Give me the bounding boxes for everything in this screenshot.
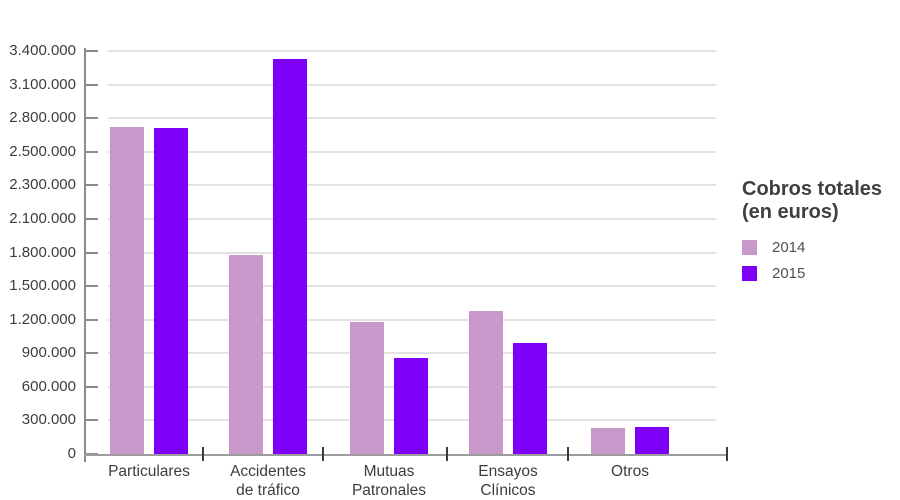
legend-item-2015: 2015 (742, 265, 882, 282)
y-axis-tick (84, 352, 98, 355)
x-axis-label-line: Accidentes (230, 463, 306, 480)
y-axis-tick (84, 50, 98, 52)
y-axis-label: 1.200.000 (9, 310, 76, 328)
legend-label-2014: 2014 (772, 239, 806, 256)
bar-mutuas-patronales-2014 (350, 321, 384, 454)
legend-swatch-2015 (742, 266, 757, 281)
legend-label-2015: 2015 (772, 265, 806, 282)
y-axis-tick (84, 217, 98, 220)
grid-line (108, 50, 716, 52)
x-axis-label-particulares: Particulares (74, 462, 224, 481)
bar-accidentes-de-trafico-2014 (229, 254, 263, 454)
legend-title: Cobros totales (en euros) (742, 178, 882, 224)
grid-line (108, 251, 716, 254)
y-axis-label: 2.500.000 (9, 142, 76, 160)
legend: Cobros totales (en euros) 2014 2015 (742, 178, 882, 291)
bar-otros-2015 (635, 427, 669, 454)
x-axis-tick (202, 447, 204, 461)
y-axis-label: 1.800.000 (9, 243, 76, 261)
y-axis-tick (84, 419, 98, 422)
x-axis-label-ensayos-clinicos: Ensayos Clínicos (433, 462, 583, 500)
x-axis-label-line: Mutuas (363, 463, 415, 480)
y-axis-tick (84, 83, 98, 86)
y-axis-label: 300.000 (21, 411, 76, 429)
y-axis-label: 3.400.000 (9, 42, 76, 59)
bar-mutuas-patronales-2015 (394, 357, 428, 454)
x-axis-tick (446, 447, 448, 461)
y-axis-label: 900.000 (21, 344, 76, 362)
legend-items: 2014 2015 (742, 239, 882, 282)
x-axis-tick (567, 447, 569, 461)
grid-line (108, 318, 716, 321)
x-axis-label-otros: Otros (555, 462, 705, 481)
grid-line (108, 285, 716, 288)
x-axis-label-line: Patronales (351, 482, 427, 499)
y-axis-tick (84, 251, 98, 254)
x-axis-line (84, 454, 728, 456)
y-axis-tick (84, 285, 98, 288)
bar-ensayos-clinicos-2015 (513, 343, 547, 454)
bar-accidentes-de-trafico-2015 (273, 58, 307, 454)
grid-line (108, 184, 716, 187)
x-axis-tick (726, 447, 728, 461)
x-axis-label-accidentes-de-trafico: Accidentes de tráfico (193, 462, 343, 500)
bar-particulares-2015 (154, 128, 188, 454)
bar-otros-2014 (591, 428, 625, 454)
y-axis-label: 2.300.000 (9, 176, 76, 194)
y-axis-label: 0 (67, 445, 76, 462)
y-axis-tick (84, 385, 98, 388)
grid-line (108, 217, 716, 220)
y-axis-tick (84, 150, 98, 153)
x-axis-label-line: Clínicos (480, 482, 536, 499)
y-axis-label: 600.000 (21, 377, 76, 395)
x-axis-tick (322, 447, 324, 461)
y-axis-tick (84, 184, 98, 187)
legend-item-2014: 2014 (742, 239, 882, 256)
grid-line (108, 117, 716, 120)
legend-title-line1: Cobros totales (742, 178, 883, 200)
y-axis-tick (84, 318, 98, 321)
x-axis-label-line: Otros (611, 463, 649, 480)
y-axis-label: 3.100.000 (9, 75, 76, 93)
grid-line (108, 83, 716, 86)
grid-line (108, 352, 716, 355)
legend-swatch-2014 (742, 240, 757, 255)
x-axis-label-line: Ensayos (478, 463, 538, 480)
y-axis-label: 1.500.000 (9, 277, 76, 295)
y-axis-label: 2.100.000 (9, 209, 76, 227)
x-axis-label-mutuas-patronales: Mutuas Patronales (314, 462, 464, 500)
x-axis-label-line: Particulares (108, 463, 190, 480)
bar-particulares-2014 (110, 127, 144, 454)
legend-title-line2: (en euros) (742, 201, 839, 223)
grid-line (108, 150, 716, 153)
bar-ensayos-clinicos-2014 (469, 310, 503, 454)
y-axis-label: 2.800.000 (9, 109, 76, 127)
y-axis-line (84, 48, 86, 462)
x-axis-label-line: de tráfico (236, 482, 300, 499)
y-axis-tick (84, 117, 98, 120)
